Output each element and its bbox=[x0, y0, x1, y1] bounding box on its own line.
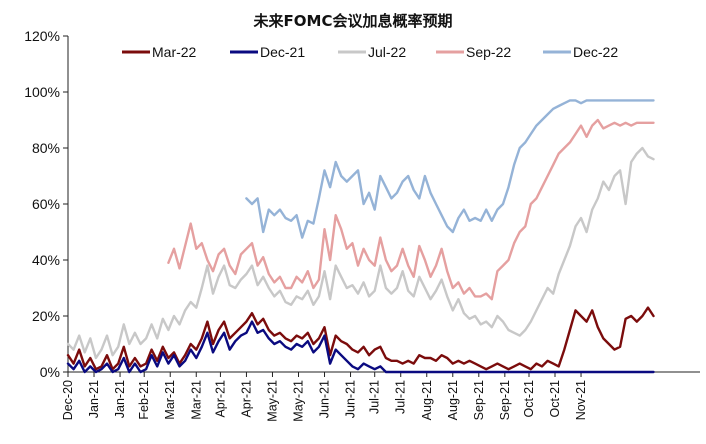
legend-label-jul-22: Jul-22 bbox=[368, 44, 406, 60]
x-tick-label: May-21 bbox=[265, 380, 279, 422]
series-line-sep-22 bbox=[167, 118, 655, 301]
x-tick-label: Jul-21 bbox=[394, 380, 408, 414]
x-tick-label: Jan-21 bbox=[87, 380, 101, 418]
x-tick-label: Jun-21 bbox=[344, 380, 358, 418]
series-line-dec-22 bbox=[245, 99, 655, 239]
x-tick-label: Dec-20 bbox=[61, 380, 75, 420]
legend-label-dec-21: Dec-21 bbox=[260, 44, 305, 60]
chart-legend: Mar-22 Dec-21 Jul-22 Sep-22 Dec-22 bbox=[122, 44, 618, 60]
y-tick-label: 120% bbox=[24, 28, 60, 44]
x-tick-label: Sep-21 bbox=[472, 380, 486, 420]
y-tick-label: 40% bbox=[32, 252, 60, 268]
x-tick-label: Jun-21 bbox=[318, 380, 332, 418]
x-tick-label: Aug-21 bbox=[420, 380, 434, 420]
legend-label-mar-22: Mar-22 bbox=[152, 44, 197, 60]
series-line-dec-21 bbox=[66, 320, 655, 374]
x-tick-label: Jan-21 bbox=[113, 380, 127, 418]
x-tick-label: Mar-21 bbox=[189, 380, 203, 420]
x-tick-label: May-21 bbox=[291, 380, 305, 422]
legend-label-dec-22: Dec-22 bbox=[573, 44, 618, 60]
series-line-mar-22 bbox=[66, 306, 655, 371]
series-line-jul-22 bbox=[66, 146, 655, 360]
x-tick-label: Nov-21 bbox=[574, 380, 588, 420]
x-tick-label: Oct-21 bbox=[522, 380, 536, 418]
y-tick-label: 60% bbox=[32, 196, 60, 212]
chart-title: 未来FOMC会议加息概率预期 bbox=[253, 12, 453, 30]
x-tick-label: Aug-21 bbox=[446, 380, 460, 420]
y-tick-label: 80% bbox=[32, 140, 60, 156]
x-tick-label: Mar-21 bbox=[163, 380, 177, 420]
y-tick-label: 100% bbox=[24, 84, 60, 100]
x-tick-label: Sep-21 bbox=[498, 380, 512, 420]
x-tick-label: Jul-21 bbox=[368, 380, 382, 414]
y-tick-label: 0% bbox=[40, 364, 60, 380]
x-tick-label: Feb-21 bbox=[137, 380, 151, 420]
y-axis: 0% 20% 40% 60% 80% 100% 120% bbox=[24, 28, 69, 380]
x-tick-label: Apr-21 bbox=[239, 380, 253, 418]
x-axis: Dec-20 Jan-21 Jan-21 Feb-21 Mar-21 Mar-21 Apr-… bbox=[61, 371, 700, 422]
plot-area bbox=[66, 99, 655, 374]
y-tick-label: 20% bbox=[32, 308, 60, 324]
x-tick-label: Apr-21 bbox=[213, 380, 227, 418]
legend-label-sep-22: Sep-22 bbox=[466, 44, 511, 60]
x-tick-label: Oct-21 bbox=[548, 380, 562, 418]
